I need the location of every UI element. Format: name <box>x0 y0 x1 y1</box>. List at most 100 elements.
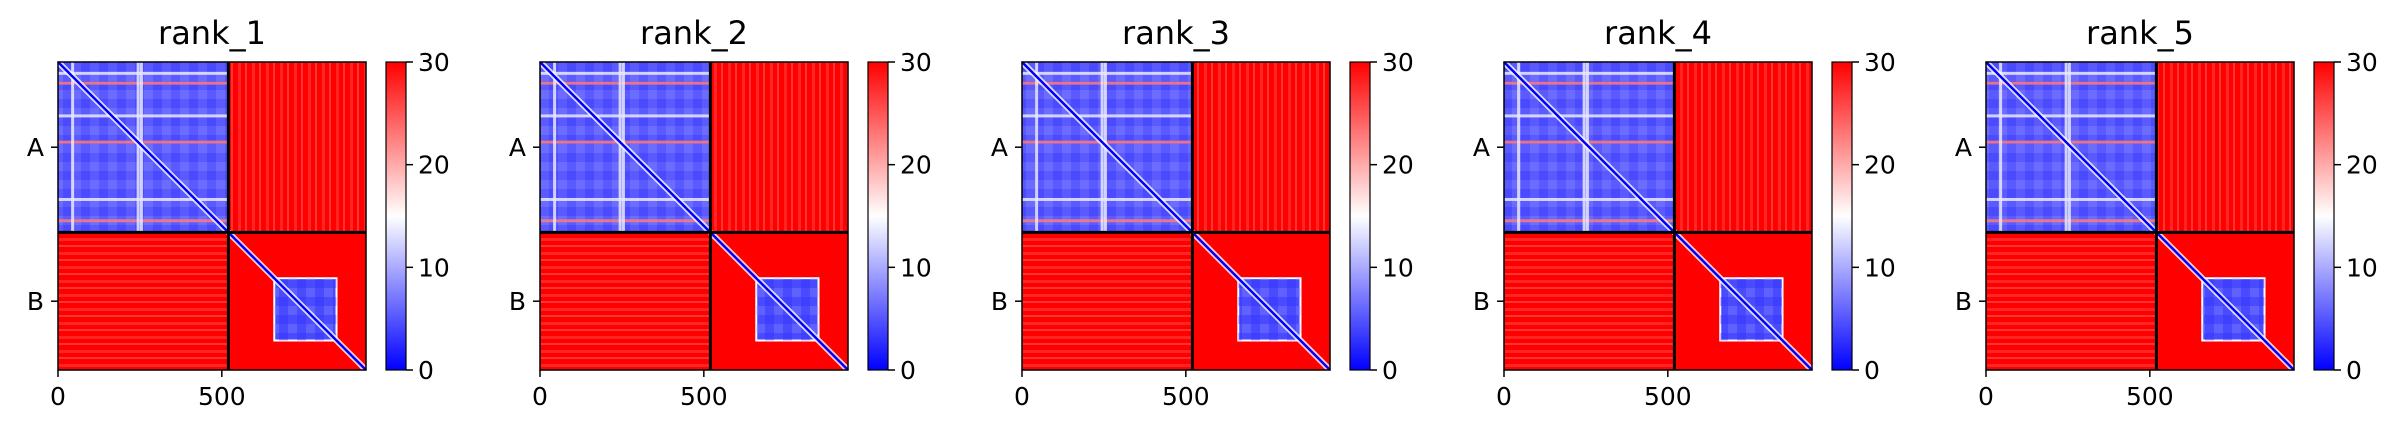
x-tick-label: 0 <box>532 382 548 411</box>
aa-row-streak <box>58 71 229 75</box>
colorbar-gradient <box>1831 61 1853 371</box>
y-tick-label: A <box>1473 133 1490 162</box>
colorbar: 0 10 20 30 <box>1349 48 1414 385</box>
aa-row-streak <box>540 197 711 201</box>
heatmap <box>537 59 851 373</box>
colorbar-tick-label: 0 <box>2346 356 2362 385</box>
aa-row-streak <box>1022 219 1193 223</box>
block-a-b <box>710 62 848 233</box>
panel-title: rank_1 <box>158 14 266 52</box>
panel-title: rank_5 <box>2086 14 2194 52</box>
x-tick-label: 0 <box>50 382 66 411</box>
block-b-a <box>1986 232 2157 370</box>
block-b-a <box>1504 232 1675 370</box>
heatmap-frame <box>539 61 849 371</box>
block-a-b <box>2156 62 2294 233</box>
block-a-b <box>1674 62 1812 233</box>
aa-col-streak <box>1999 62 2003 233</box>
heatmap-frame <box>1985 61 2295 371</box>
colorbar-tick-label: 0 <box>1382 356 1398 385</box>
aa-row-streak <box>1022 140 1193 144</box>
heatmap-frame <box>1503 61 1813 371</box>
aa-col-streak <box>71 62 75 233</box>
panel-4: rank_4 A B 0 500 0 10 20 30 <box>1473 14 1896 411</box>
panel-title: rank_4 <box>1604 14 1712 52</box>
aa-col-streak <box>1035 62 1039 233</box>
aa-row-streak <box>58 114 229 118</box>
x-tick-label: 500 <box>1644 382 1692 411</box>
heatmap <box>1019 59 1333 373</box>
y-tick-label: A <box>27 133 44 162</box>
heatmap <box>1983 59 2297 373</box>
y-tick-label: B <box>1955 287 1972 316</box>
aa-row-streak <box>58 219 229 223</box>
panel-title: rank_2 <box>640 14 748 52</box>
aa-col-streak <box>618 62 622 233</box>
aa-row-streak <box>1986 81 2157 85</box>
aa-col-streak <box>2064 62 2068 233</box>
y-tick-label: A <box>509 133 526 162</box>
aa-col-streak <box>553 62 557 233</box>
x-tick-label: 500 <box>198 382 246 411</box>
colorbar-gradient <box>2313 61 2335 371</box>
aa-row-streak <box>1022 71 1193 75</box>
aa-row-streak <box>1986 71 2157 75</box>
colorbar-tick-label: 30 <box>1864 48 1896 77</box>
colorbar-tick-label: 20 <box>1864 151 1896 180</box>
aa-col-streak <box>1517 62 1521 233</box>
x-tick-label: 0 <box>1978 382 1994 411</box>
y-tick-label: A <box>1955 133 1972 162</box>
heatmap-frame <box>57 61 367 371</box>
y-tick-label: B <box>991 287 1008 316</box>
block-b-a <box>1022 232 1193 370</box>
colorbar-tick-label: 30 <box>418 48 450 77</box>
diagonal <box>1503 61 1813 371</box>
panel-3: rank_3 A B 0 500 0 10 20 30 <box>991 14 1414 411</box>
block-a-b <box>1192 62 1330 233</box>
aa-row-streak <box>1504 219 1675 223</box>
heatmap <box>55 59 369 373</box>
aa-row-streak <box>540 140 711 144</box>
x-tick-label: 0 <box>1014 382 1030 411</box>
block-a-b <box>228 62 366 233</box>
colorbar-tick-label: 20 <box>1382 151 1414 180</box>
colorbar-tick-label: 20 <box>418 151 450 180</box>
x-tick-label: 500 <box>1162 382 1210 411</box>
aa-row-streak <box>1986 197 2157 201</box>
colorbar-tick-label: 10 <box>900 253 932 282</box>
aa-row-streak <box>1022 197 1193 201</box>
colorbar-gradient <box>385 61 407 371</box>
heatmap <box>1501 59 1815 373</box>
aa-row-streak <box>540 219 711 223</box>
block-b-a <box>58 232 229 370</box>
x-tick-label: 500 <box>2126 382 2174 411</box>
diagonal <box>57 61 367 371</box>
colorbar-tick-label: 10 <box>2346 253 2378 282</box>
diagonal <box>1985 61 2295 371</box>
colorbar: 0 10 20 30 <box>867 48 932 385</box>
panel-title: rank_3 <box>1122 14 1230 52</box>
aa-row-streak <box>540 81 711 85</box>
aa-row-streak <box>1022 114 1193 118</box>
colorbar: 0 10 20 30 <box>1831 48 1896 385</box>
aa-row-streak <box>58 197 229 201</box>
aa-row-streak <box>58 140 229 144</box>
colorbar-tick-label: 0 <box>1864 356 1880 385</box>
aa-row-streak <box>58 81 229 85</box>
colorbar-tick-label: 30 <box>900 48 932 77</box>
aa-row-streak <box>1986 140 2157 144</box>
panel-2: rank_2 A B 0 500 0 10 20 30 <box>509 14 932 411</box>
colorbar-tick-label: 10 <box>1382 253 1414 282</box>
colorbar-tick-label: 0 <box>900 356 916 385</box>
diagonal <box>1021 61 1331 371</box>
y-tick-label: B <box>27 287 44 316</box>
colorbar-tick-label: 20 <box>900 151 932 180</box>
aa-col-streak <box>1582 62 1586 233</box>
aa-row-streak <box>540 114 711 118</box>
colorbar-tick-label: 10 <box>418 253 450 282</box>
colorbar-tick-label: 20 <box>2346 151 2378 180</box>
aa-row-streak <box>1504 71 1675 75</box>
panel-5: rank_5 A B 0 500 0 10 20 30 <box>1955 14 2378 411</box>
diagonal <box>539 61 849 371</box>
